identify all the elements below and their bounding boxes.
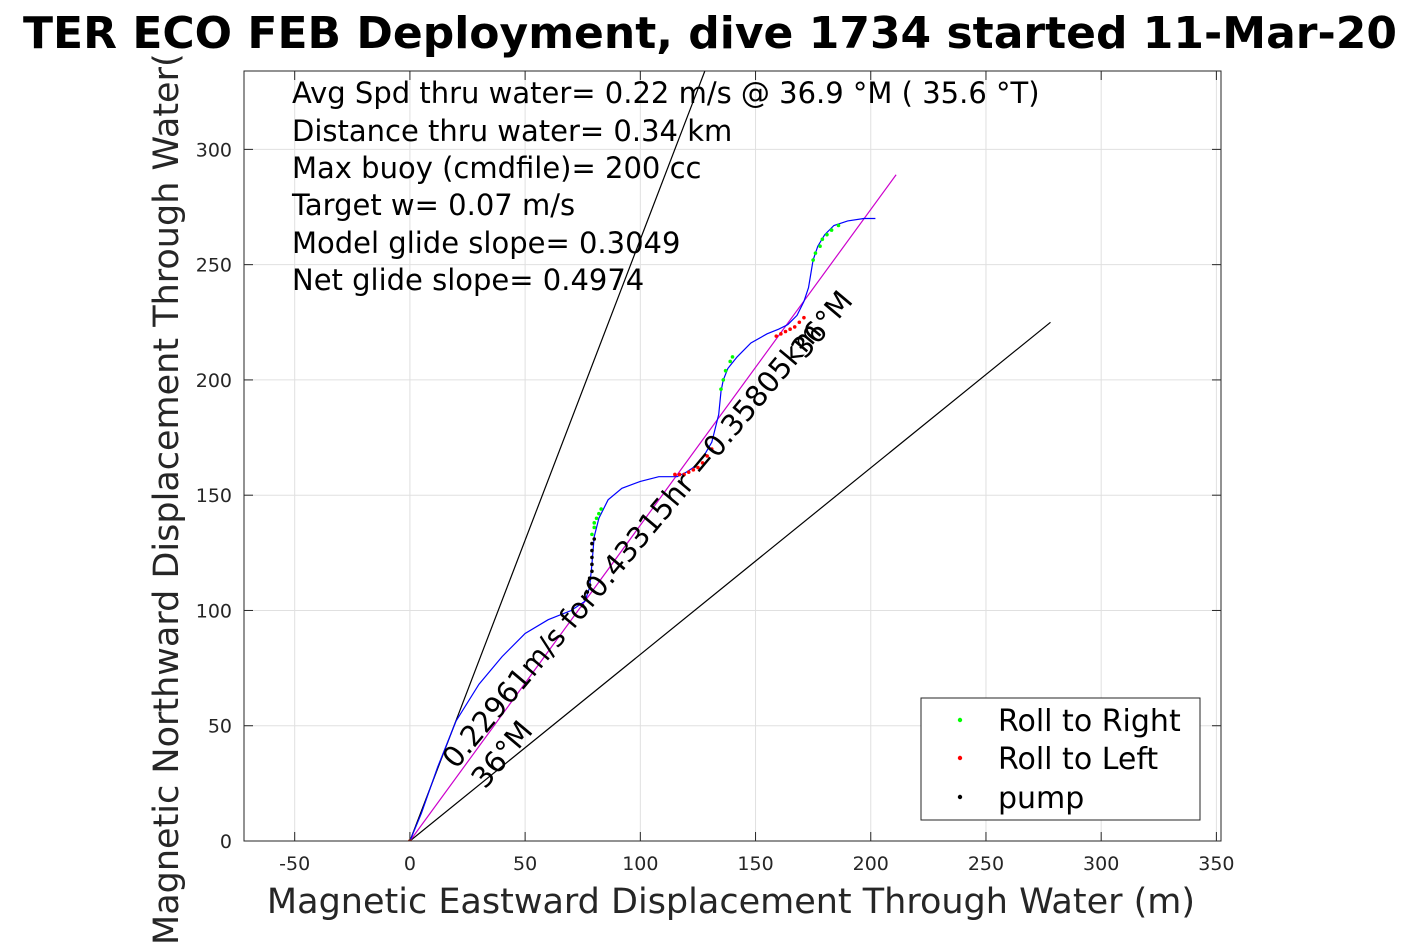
point-roll-to-right-9 xyxy=(723,368,728,373)
point-roll-to-right-8 xyxy=(721,378,726,382)
series-line-0 xyxy=(409,217,876,841)
point-roll-to-right-15 xyxy=(820,237,825,242)
point-roll-to-left-3 xyxy=(682,472,686,477)
point-roll-to-right-12 xyxy=(811,258,815,262)
point-roll-to-left-11 xyxy=(779,332,783,336)
point-roll-to-right-16 xyxy=(825,232,829,237)
axis-ticks xyxy=(244,71,1221,842)
y-tick-label-6: 300 xyxy=(196,139,232,161)
point-pump-5 xyxy=(590,569,594,574)
x-tick-labels: -50 0 50 100 150 200 250 300 350 xyxy=(279,853,1234,875)
x-tick-label-4: 150 xyxy=(737,853,773,875)
x-axis-label: Magnetic Eastward Displacement Through W… xyxy=(267,882,1195,922)
point-pump-0 xyxy=(580,604,585,608)
legend-label-pump: pump xyxy=(998,781,1084,816)
x-tick-label-1: 0 xyxy=(404,853,416,875)
point-pump-4 xyxy=(587,576,592,580)
point-roll-to-left-5 xyxy=(691,468,696,472)
point-roll-to-left-10 xyxy=(774,334,779,338)
point-pump-6 xyxy=(590,562,594,567)
y-tick-label-0: 0 xyxy=(220,831,232,853)
legend-label-roll-left: Roll to Left xyxy=(998,742,1158,777)
point-roll-to-left-9 xyxy=(709,447,714,451)
point-roll-to-right-14 xyxy=(818,244,822,249)
reference-line-wedge-right xyxy=(409,321,1051,841)
reference-line-wedge-left xyxy=(409,71,706,841)
point-roll-to-right-4 xyxy=(594,516,599,521)
point-pump-3 xyxy=(587,583,592,587)
point-roll-to-right-13 xyxy=(813,251,818,255)
point-pump-7 xyxy=(590,555,594,560)
point-roll-to-left-8 xyxy=(705,454,709,458)
plot-frame xyxy=(243,70,1222,842)
reference-lines xyxy=(409,71,1051,841)
legend-marker-roll-left xyxy=(957,755,963,761)
point-roll-to-left-14 xyxy=(792,325,797,329)
chart-title: TER ECO FEB Deployment, dive 1734 starte… xyxy=(23,8,1397,59)
stat-max-buoy: Max buoy (cmdfile)= 200 cc xyxy=(292,151,701,185)
y-tick-label-2: 100 xyxy=(196,600,232,622)
point-roll-to-right-5 xyxy=(597,511,601,516)
y-tick-label-4: 200 xyxy=(196,370,232,392)
x-tick-label-8: 350 xyxy=(1198,853,1234,875)
point-roll-to-left-1 xyxy=(673,472,677,477)
point-roll-to-right-10 xyxy=(728,359,732,364)
stat-model-glide: Model glide slope= 0.3049 xyxy=(292,226,680,260)
legend-label-roll-right: Roll to Right xyxy=(998,704,1181,739)
legend-marker-pump xyxy=(957,794,963,800)
x-tick-label-7: 300 xyxy=(1083,853,1119,875)
point-roll-to-left-13 xyxy=(788,327,792,332)
point-pump-2 xyxy=(585,590,590,594)
point-roll-to-right-2 xyxy=(592,525,597,530)
point-pump-8 xyxy=(590,548,594,553)
point-roll-to-left-2 xyxy=(677,472,682,477)
y-axis-label: Magnetic Northward Displacement Through … xyxy=(147,53,187,945)
y-tick-label-5: 250 xyxy=(196,255,232,277)
legend: Roll to Right Roll to Left pump xyxy=(920,697,1201,821)
x-tick-label-6: 250 xyxy=(968,853,1004,875)
x-tick-label-3: 100 xyxy=(622,853,658,875)
point-roll-to-right-3 xyxy=(592,521,597,525)
x-tick-label-0: -50 xyxy=(279,853,310,875)
point-pump-1 xyxy=(583,597,587,601)
y-tick-label-3: 150 xyxy=(196,485,232,507)
reference-line-net-track xyxy=(409,174,897,841)
legend-marker-roll-right xyxy=(957,717,963,723)
stat-distance: Distance thru water= 0.34 km xyxy=(292,114,732,148)
marker-points xyxy=(408,223,841,841)
x-tick-label-5: 200 xyxy=(853,853,889,875)
stat-target-w: Target w= 0.07 m/s xyxy=(291,188,575,222)
point-roll-to-left-4 xyxy=(686,470,691,474)
y-tick-label-1: 50 xyxy=(208,716,232,738)
point-roll-to-right-17 xyxy=(829,228,834,232)
point-roll-to-left-15 xyxy=(797,320,802,325)
point-pump-9 xyxy=(590,541,594,546)
y-tick-labels: 0 50 100 150 200 250 300 xyxy=(196,139,232,853)
point-roll-to-right-1 xyxy=(590,532,594,537)
track-lines xyxy=(409,217,876,841)
point-pump-10 xyxy=(592,537,597,541)
point-roll-to-right-18 xyxy=(836,223,841,228)
stat-net-glide: Net glide slope= 0.4974 xyxy=(292,263,644,297)
point-roll-to-right-7 xyxy=(719,387,723,391)
point-roll-to-left-7 xyxy=(700,461,705,465)
x-tick-label-2: 50 xyxy=(513,853,537,875)
point-roll-to-left-6 xyxy=(696,465,700,470)
point-roll-to-left-16 xyxy=(802,315,806,320)
point-roll-to-left-12 xyxy=(783,329,788,334)
legend-box xyxy=(920,697,1201,821)
stat-avg-speed: Avg Spd thru water= 0.22 m/s @ 36.9 °M (… xyxy=(292,76,1040,110)
point-roll-to-right-11 xyxy=(730,355,735,359)
point-roll-to-right-6 xyxy=(599,507,603,511)
